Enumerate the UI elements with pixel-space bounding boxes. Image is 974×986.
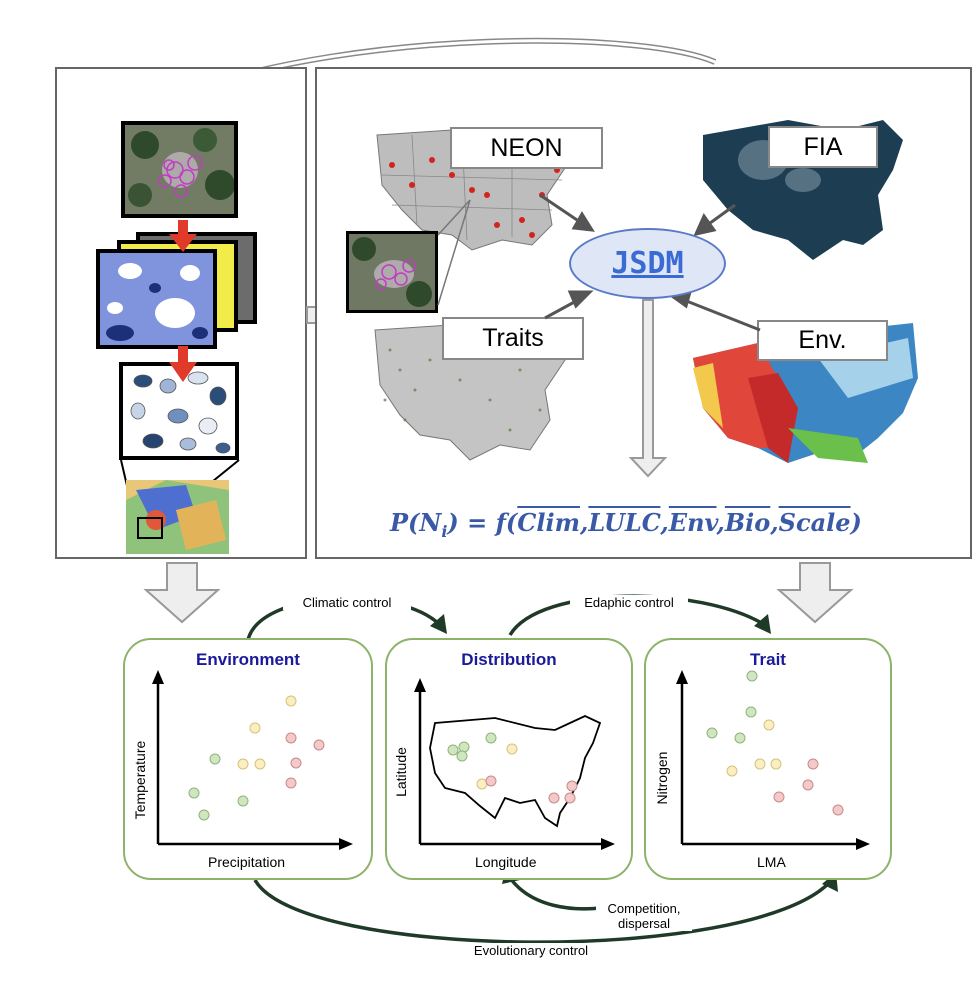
competition-line-2: dispersal bbox=[617, 916, 671, 931]
segmentation-texture bbox=[100, 253, 213, 345]
trait-ylabel: Nitrogen bbox=[654, 751, 670, 805]
environment-ylabel: Temperature bbox=[132, 740, 148, 820]
env-label: Env. bbox=[757, 320, 888, 361]
red-arrow-2 bbox=[169, 346, 197, 382]
neon-zoom-lines bbox=[437, 199, 471, 306]
distribution-plot bbox=[414, 678, 615, 850]
distribution-title: Distribution bbox=[461, 650, 557, 669]
trait-plot bbox=[676, 670, 870, 850]
evolutionary-control-label: Evolutionary control bbox=[455, 943, 607, 958]
segmentation-layer bbox=[96, 249, 217, 349]
drone-image-top bbox=[121, 121, 238, 218]
environment-plot bbox=[152, 670, 353, 850]
competition-line-1: Competition, bbox=[607, 901, 681, 916]
climatic-control-label: Climatic control bbox=[283, 595, 411, 610]
competition-control-label: Competition, dispersal bbox=[596, 901, 692, 931]
jsdm-label: JSDM bbox=[611, 246, 684, 281]
crown-map-layer bbox=[119, 362, 239, 460]
regional-map-texture bbox=[126, 480, 229, 554]
traits-label: Traits bbox=[442, 317, 584, 360]
neon-label: NEON bbox=[450, 127, 603, 169]
environment-xlabel: Precipitation bbox=[208, 854, 286, 870]
trait-title: Trait bbox=[750, 650, 786, 669]
edaphic-control-label: Edaphic control bbox=[570, 595, 688, 610]
jsdm-node: JSDM bbox=[569, 228, 726, 299]
neon-drone-texture bbox=[349, 234, 435, 310]
environment-title: Environment bbox=[196, 650, 300, 669]
drone-texture bbox=[125, 125, 234, 214]
jsdm-formula: P(Ni) = f(Clim,LULC,Env,Bio,Scale) bbox=[390, 508, 862, 541]
neon-drone-inset bbox=[346, 231, 438, 313]
regional-map-thumbnail bbox=[126, 480, 229, 554]
trait-xlabel: LMA bbox=[757, 854, 786, 870]
distribution-xlabel: Longitude bbox=[475, 854, 537, 870]
crown-texture bbox=[130, 371, 231, 454]
environment-panel: Environment bbox=[123, 638, 373, 880]
red-arrow-1 bbox=[169, 220, 197, 252]
usa-outline bbox=[429, 715, 602, 828]
fia-label: FIA bbox=[768, 126, 878, 168]
distribution-ylabel: Latitude bbox=[393, 747, 409, 797]
